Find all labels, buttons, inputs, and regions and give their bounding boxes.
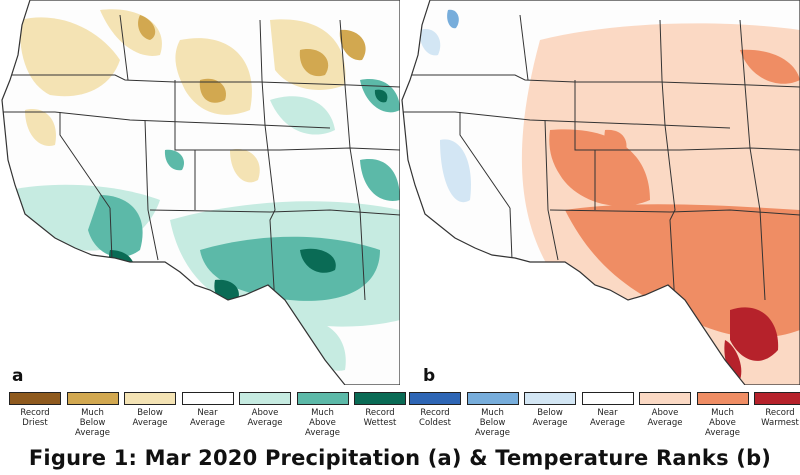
legend-swatch [9, 392, 61, 405]
legend-item-precip: Much Above Average [296, 392, 350, 438]
legend-label-line: Warmest [761, 418, 799, 428]
legend-label-line: Below [137, 408, 163, 418]
legend-label-line: Average [590, 418, 625, 428]
legend-label: Near Average [581, 408, 635, 428]
legend-item-precip: Record Driest [8, 392, 62, 428]
legend-label-line: Much [311, 408, 334, 418]
legend-label: Much Above Average [296, 408, 350, 438]
legend-swatch [466, 392, 519, 405]
legend-label-line: Much [711, 408, 734, 418]
legend-label: Much Below Average [66, 408, 120, 438]
legend-swatch [639, 392, 691, 405]
legend-label: Record Driest [8, 408, 62, 428]
legend-swatch [581, 392, 634, 405]
legend-label: Record Wettest [353, 408, 407, 428]
temperature-rank-map [400, 0, 800, 385]
legend-label-line: Above [309, 418, 336, 428]
legend-label-line: Near [597, 408, 618, 418]
legend-label-line: Driest [22, 418, 48, 428]
precipitation-rank-map [0, 0, 400, 385]
legend-label-line: Below [79, 418, 106, 428]
legend-label-line: Average [475, 428, 510, 438]
legend-label-line: Average [647, 418, 683, 428]
legend-label-line: Above [251, 408, 279, 418]
legend-item-precip: Near Average [181, 392, 235, 428]
legend-label: Below Average [123, 408, 177, 428]
legend-label-line: Below [537, 408, 563, 418]
legend: Record Driest Much Below Average Below Average… [0, 392, 800, 444]
legend-swatch [696, 392, 749, 405]
legend-label-line: Average [132, 418, 168, 428]
legend-item-precip: Record Wettest [353, 392, 407, 428]
figure-caption: Figure 1: Mar 2020 Precipitation (a) & T… [28, 446, 772, 470]
legend-label-line: Record [20, 408, 50, 418]
legend-label: Above Average [238, 408, 292, 428]
legend-label-line: Below [479, 418, 506, 428]
legend-swatch [124, 392, 176, 405]
legend-label: Record Coldest [408, 408, 462, 428]
legend-label: Much Above Average [696, 408, 750, 438]
legend-swatch [354, 392, 406, 405]
legend-swatch [296, 392, 349, 405]
legend-label-line: Record [365, 408, 395, 418]
panel-b-label: b [423, 366, 436, 386]
legend-item-temp: Record Warmest [753, 392, 800, 428]
legend-label-line: Much [81, 408, 104, 418]
legend-item-temp: Near Average [581, 392, 635, 428]
legend-item-temp: Below Average [523, 392, 577, 428]
legend-label-line: Above [709, 418, 736, 428]
legend-label-line: Near [197, 408, 218, 418]
panel-a-label: a [12, 366, 24, 386]
legend-label: Much Below Average [466, 408, 520, 438]
legend-label-line: Average [247, 418, 283, 428]
legend-label-line: Average [705, 428, 740, 438]
legend-swatch [754, 392, 800, 405]
legend-item-temp: Record Coldest [408, 392, 462, 428]
legend-swatch [239, 392, 291, 405]
legend-swatch [524, 392, 576, 405]
legend-swatch [66, 392, 119, 405]
legend-item-temp: Much Above Average [696, 392, 750, 438]
legend-label-line: Coldest [419, 418, 451, 428]
legend-label-line: Wettest [363, 418, 397, 428]
legend-label: Above Average [638, 408, 692, 428]
legend-label-line: Average [305, 428, 340, 438]
legend-label-line: Much [481, 408, 504, 418]
legend-item-precip: Above Average [238, 392, 292, 428]
legend-label-line: Average [75, 428, 110, 438]
legend-item-temp: Above Average [638, 392, 692, 428]
legend-label-line: Average [190, 418, 225, 428]
legend-label-line: Record [420, 408, 450, 418]
legend-swatch [409, 392, 461, 405]
legend-label: Record Warmest [753, 408, 800, 428]
legend-item-precip: Much Below Average [66, 392, 120, 438]
legend-swatch [181, 392, 234, 405]
legend-item-temp: Much Below Average [466, 392, 520, 438]
legend-label-line: Record [765, 408, 795, 418]
legend-label: Near Average [181, 408, 235, 428]
legend-label: Below Average [523, 408, 577, 428]
legend-label-line: Above [651, 408, 679, 418]
legend-item-precip: Below Average [123, 392, 177, 428]
legend-label-line: Average [532, 418, 568, 428]
